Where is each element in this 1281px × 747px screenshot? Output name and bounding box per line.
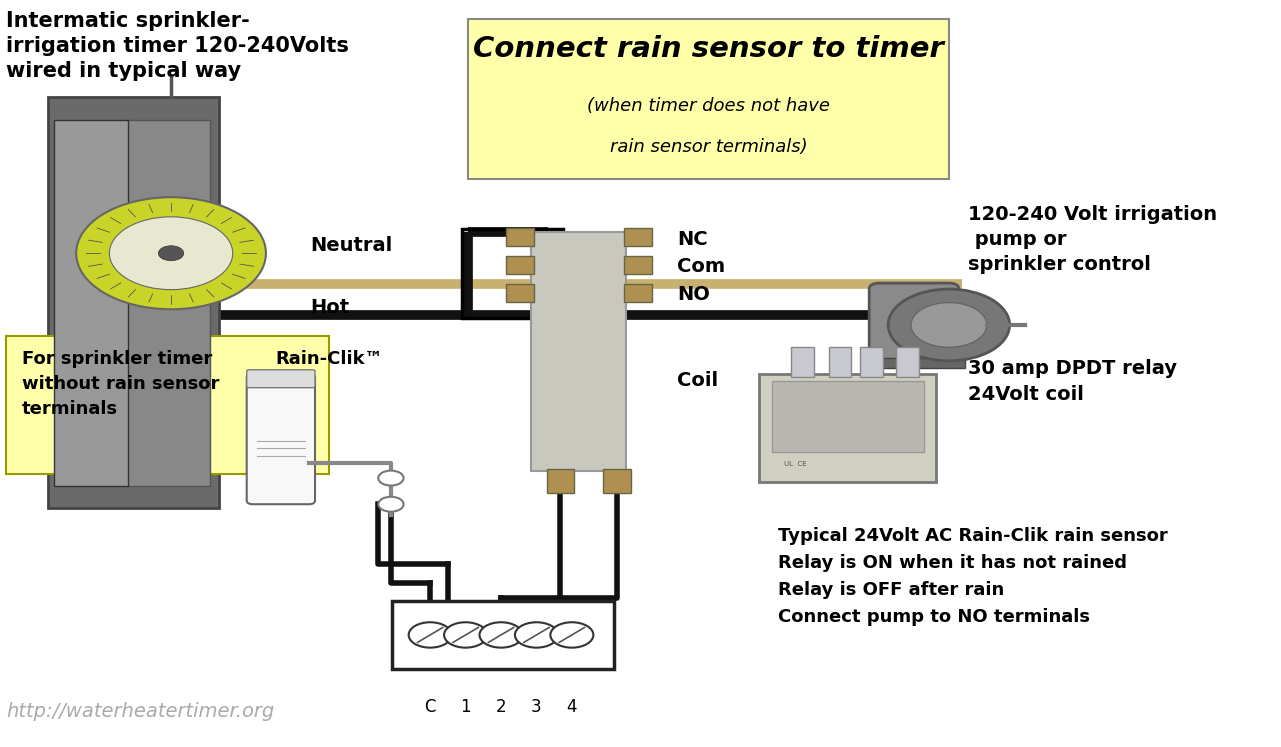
FancyBboxPatch shape [547,469,574,493]
Text: http://waterheatertimer.org: http://waterheatertimer.org [6,702,274,721]
Text: Rain-Clik™: Rain-Clik™ [275,350,383,368]
FancyBboxPatch shape [468,19,949,179]
FancyBboxPatch shape [870,283,959,367]
Circle shape [551,622,593,648]
FancyBboxPatch shape [49,97,219,508]
FancyBboxPatch shape [624,256,652,274]
Text: Typical 24Volt AC Rain-Clik rain sensor
Relay is ON when it has not rained
Relay: Typical 24Volt AC Rain-Clik rain sensor … [778,527,1168,626]
Text: 120-240 Volt irrigation
 pump or
sprinkler control: 120-240 Volt irrigation pump or sprinkle… [968,205,1217,274]
FancyBboxPatch shape [883,358,966,368]
Text: 1: 1 [460,698,471,716]
Circle shape [378,471,404,486]
Text: 3: 3 [532,698,542,716]
Text: NO: NO [676,285,710,304]
FancyBboxPatch shape [54,120,128,486]
Text: NC: NC [676,229,707,249]
Text: C: C [424,698,436,716]
FancyBboxPatch shape [624,284,652,302]
Text: Connect rain sensor to timer: Connect rain sensor to timer [473,35,944,63]
Circle shape [409,622,452,648]
Circle shape [159,246,183,261]
FancyBboxPatch shape [532,232,626,471]
Text: 2: 2 [496,698,506,716]
FancyBboxPatch shape [506,284,534,302]
Text: 30 amp DPDT relay
24Volt coil: 30 amp DPDT relay 24Volt coil [968,359,1177,404]
FancyBboxPatch shape [126,120,210,486]
Circle shape [911,303,986,347]
FancyBboxPatch shape [861,347,883,377]
FancyBboxPatch shape [760,374,936,482]
Text: For sprinkler timer
without rain sensor
terminals: For sprinkler timer without rain sensor … [22,350,219,418]
FancyBboxPatch shape [506,256,534,274]
Text: UL  CE: UL CE [784,461,807,467]
Text: rain sensor terminals): rain sensor terminals) [610,138,807,156]
FancyBboxPatch shape [790,347,813,377]
FancyBboxPatch shape [392,601,614,669]
Circle shape [76,197,266,309]
Circle shape [109,217,233,290]
Text: Neutral: Neutral [310,237,392,255]
Circle shape [378,497,404,512]
FancyBboxPatch shape [603,469,632,493]
FancyBboxPatch shape [506,228,534,246]
Text: Hot: Hot [310,299,350,317]
Text: Com: Com [676,257,725,276]
Circle shape [888,289,1009,361]
FancyBboxPatch shape [6,336,329,474]
FancyBboxPatch shape [247,374,315,504]
Text: Intermatic sprinkler-
irrigation timer 120-240Volts
wired in typical way: Intermatic sprinkler- irrigation timer 1… [6,11,350,81]
FancyBboxPatch shape [624,228,652,246]
FancyBboxPatch shape [829,347,852,377]
Text: 4: 4 [566,698,578,716]
Circle shape [515,622,559,648]
Circle shape [445,622,487,648]
Text: Coil: Coil [676,371,717,391]
FancyBboxPatch shape [895,347,918,377]
FancyBboxPatch shape [771,381,924,452]
Circle shape [479,622,523,648]
FancyBboxPatch shape [247,370,315,388]
Text: (when timer does not have: (when timer does not have [587,97,830,115]
